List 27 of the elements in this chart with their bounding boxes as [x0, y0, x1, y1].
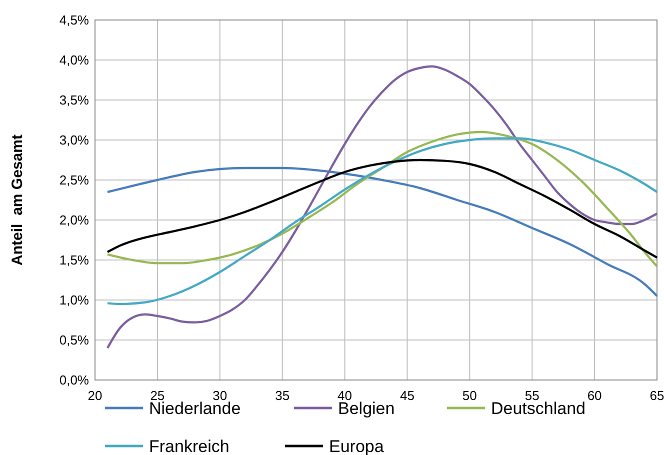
- x-tick-label: 40: [338, 388, 352, 403]
- x-tick-label: 30: [212, 388, 228, 403]
- y-tick-label: 4,0%: [59, 52, 90, 68]
- line-series: [106, 137, 658, 306]
- x-tick-label: 55: [524, 388, 540, 403]
- x-tick-label: 65: [650, 388, 664, 403]
- y-tick-label: 0,5%: [59, 332, 90, 348]
- x-tick-label: 45: [400, 388, 414, 403]
- y-axis-title: Anteil am Gesamt: [9, 134, 26, 266]
- y-tick-label: 0,0%: [59, 372, 90, 388]
- legend-label: Frankreich: [149, 436, 230, 455]
- y-tick-label: 2,0%: [59, 212, 90, 228]
- line-series: [106, 158, 658, 259]
- y-tick-label: 1,0%: [59, 292, 90, 308]
- line-series: [106, 130, 658, 268]
- y-tick-label: 3,0%: [59, 132, 90, 148]
- y-tick-label: 4,5%: [59, 12, 90, 28]
- x-tick-label: 25: [150, 388, 165, 403]
- y-tick-label: 2,5%: [59, 172, 90, 188]
- line-series: [106, 166, 658, 298]
- y-tick-label: 1,5%: [59, 252, 90, 268]
- x-tick-label: 50: [462, 388, 477, 403]
- x-tick-label: 35: [275, 388, 290, 403]
- line-series: [106, 65, 658, 350]
- x-tick-label: 60: [587, 388, 602, 403]
- y-tick-label: 3,5%: [59, 92, 90, 108]
- x-tick-label: 20: [88, 388, 102, 403]
